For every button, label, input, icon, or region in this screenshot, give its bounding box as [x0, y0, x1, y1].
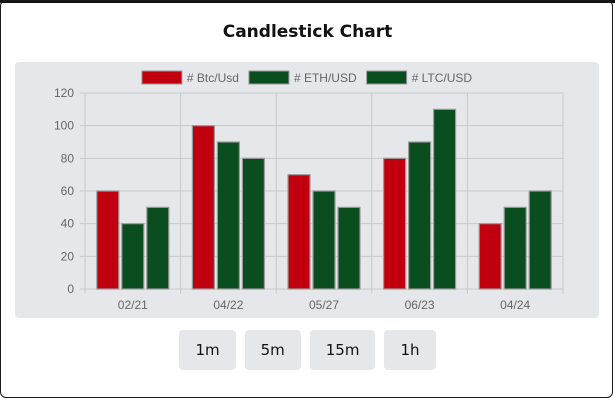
y-tick-label: 0: [67, 282, 74, 296]
timeframe-button-15m[interactable]: 15m: [309, 330, 376, 370]
legend-swatch: [248, 70, 290, 85]
y-tick-label: 60: [61, 184, 75, 198]
bar: [191, 125, 215, 290]
timeframe-buttons: 1m 5m 15m 1h: [0, 330, 615, 370]
x-tick-label: 04/24: [500, 298, 530, 312]
bar: [408, 141, 432, 290]
legend-swatch: [366, 70, 408, 85]
timeframe-button-1m[interactable]: 1m: [179, 330, 236, 370]
timeframe-button-1h[interactable]: 1h: [384, 330, 436, 370]
y-tick-label: 100: [54, 119, 74, 133]
legend-label: # ETH/USD: [294, 71, 357, 85]
y-tick-label: 20: [61, 249, 75, 263]
bar: [383, 157, 407, 290]
bar: [503, 206, 527, 290]
bar: [478, 223, 502, 290]
x-tick-label: 06/23: [405, 298, 435, 312]
bar: [121, 223, 145, 290]
bar: [216, 141, 240, 290]
x-tick-label: 02/21: [118, 298, 148, 312]
window-top-edge: [0, 0, 615, 3]
page-title: Candlestick Chart: [222, 22, 393, 42]
bar: [433, 108, 457, 290]
legend-label: # Btc/Usd: [187, 71, 239, 85]
x-tick-label: 04/22: [213, 298, 243, 312]
y-tick-label: 40: [61, 217, 75, 231]
x-tick-label: 05/27: [309, 298, 339, 312]
bar: [287, 174, 311, 290]
bar: [241, 157, 265, 290]
y-tick-label: 80: [61, 151, 75, 165]
bar: [312, 190, 336, 290]
bar: [528, 190, 552, 290]
bar: [96, 190, 120, 290]
chart-panel: 0 20 40 60 80 100 120 02/21 04/22 05/27 06/23 04/24…: [15, 62, 599, 318]
bar: [146, 206, 170, 290]
y-tick-label: 120: [54, 86, 74, 100]
timeframe-button-5m[interactable]: 5m: [244, 330, 301, 370]
legend-label: # LTC/USD: [412, 71, 473, 85]
legend-swatch: [141, 70, 183, 85]
bar: [337, 206, 361, 290]
bar-chart: 0 20 40 60 80 100 120 02/21 04/22 05/27 06/23 04/24…: [54, 70, 564, 312]
